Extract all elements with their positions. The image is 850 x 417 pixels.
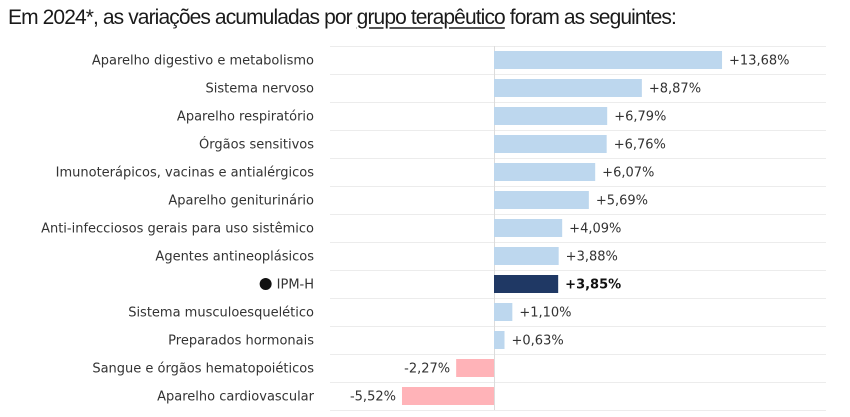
- bar-1: [494, 79, 642, 97]
- category-label: IPM-H: [277, 278, 314, 293]
- value-label: +1,10%: [519, 306, 571, 321]
- category-label: Agentes antineoplásicos: [155, 250, 314, 265]
- value-label: +0,63%: [512, 334, 564, 349]
- value-label: +5,69%: [596, 194, 648, 209]
- value-label: +6,76%: [614, 138, 666, 153]
- bar-12: [401, 387, 494, 405]
- title-suffix: foram as seguintes:: [504, 6, 677, 29]
- category-label: Anti-infecciosos gerais para uso sistêmi…: [41, 222, 314, 237]
- bar-0: [494, 51, 723, 69]
- value-label: +4,09%: [569, 222, 621, 237]
- value-label: +6,79%: [614, 110, 666, 125]
- bar-4: [494, 163, 596, 181]
- bar-2: [494, 107, 608, 125]
- value-label: +8,87%: [649, 82, 701, 97]
- category-label: Sistema nervoso: [206, 82, 314, 97]
- category-label: Aparelho respiratório: [177, 110, 314, 125]
- bar-5: [494, 191, 589, 209]
- bar-9: [494, 303, 513, 321]
- highlight-bullet-icon: [259, 278, 272, 290]
- value-label: +3,88%: [566, 250, 618, 265]
- bar-11: [456, 359, 494, 377]
- chart-title: Em 2024*, as variações acumuladas por gr…: [8, 6, 677, 30]
- category-label: Órgãos sensitivos: [199, 137, 314, 153]
- category-label: Preparados hormonais: [168, 334, 314, 349]
- value-label: -5,52%: [350, 390, 396, 405]
- category-label: Aparelho geniturinário: [168, 194, 314, 209]
- title-link-grupo-terapeutico[interactable]: grupo terapêutico: [356, 6, 506, 29]
- category-label: Aparelho digestivo e metabolismo: [92, 54, 314, 69]
- value-label: +3,85%: [565, 278, 621, 293]
- bar-3: [494, 135, 607, 153]
- bar-7: [494, 247, 559, 265]
- value-label: -2,27%: [404, 362, 450, 377]
- bar-6: [494, 219, 563, 237]
- bar-8: [494, 275, 559, 293]
- category-label: Imunoterápicos, vacinas e antialérgicos: [56, 166, 315, 181]
- category-label: Aparelho cardiovascular: [157, 390, 315, 405]
- value-label: +13,68%: [729, 54, 789, 69]
- category-label: Sistema musculoesquelético: [128, 306, 314, 321]
- value-label: +6,07%: [602, 166, 654, 181]
- title-prefix: Em 2024*, as variações acumuladas por: [8, 6, 357, 29]
- category-label: Sangue e órgãos hematopoiéticos: [92, 362, 314, 377]
- bar-10: [494, 331, 505, 349]
